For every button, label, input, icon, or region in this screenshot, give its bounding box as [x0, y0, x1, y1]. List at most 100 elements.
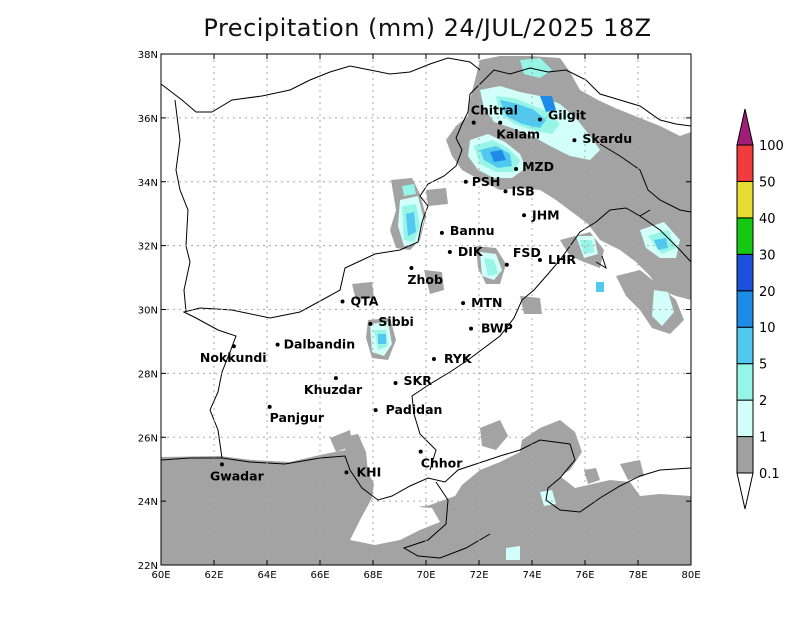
colorbar-label: 2 [759, 394, 767, 409]
city-marker [340, 299, 345, 304]
city-label: Zhob [407, 272, 443, 287]
colorbar-segment [736, 326, 754, 365]
city-marker [219, 462, 224, 467]
city-marker [344, 470, 349, 475]
y-tick-label: 26N [138, 433, 158, 444]
city-label: Padidan [386, 402, 443, 417]
city-label: ISB [512, 183, 535, 198]
colorbar-segment [736, 290, 754, 328]
city-label: Kalam [496, 127, 540, 142]
city-marker [409, 265, 414, 270]
colorbar-segment [736, 217, 754, 255]
y-tick-label: 38N [138, 50, 158, 61]
y-tick-label: 32N [138, 242, 158, 253]
colorbar-segment [736, 399, 754, 438]
x-tick-label: 74E [522, 570, 541, 581]
y-tick-label: 24N [138, 497, 158, 508]
colorbar-label: 0.1 [759, 467, 780, 482]
x-tick-label: 66E [310, 570, 329, 581]
colorbar-label: 10 [759, 321, 776, 336]
city-markers: Chitral Gilgit Kalam Skardu MZD PSH ISB JHM Bann… [200, 103, 632, 484]
colorbar-segment [736, 253, 754, 292]
colorbar: 0.1 1 2 5 10 20 30 40 50 100 [736, 108, 784, 510]
x-tick-label: 80E [681, 570, 700, 581]
colorbar-label: 30 [759, 248, 776, 263]
colorbar-label: 50 [759, 175, 776, 190]
city-label: Gilgit [548, 107, 586, 122]
x-tick-label: 64E [257, 570, 276, 581]
city-label: Nokkundi [200, 350, 267, 365]
x-tick-label: 78E [628, 570, 647, 581]
city-marker [504, 262, 509, 267]
y-tick-label: 28N [138, 369, 158, 380]
colorbar-segment [736, 363, 754, 401]
colorbar-segment [736, 144, 754, 182]
city-label: KHI [357, 464, 382, 479]
city-marker [418, 449, 423, 454]
city-marker [469, 326, 474, 331]
x-tick-label: 70E [416, 570, 435, 581]
x-tick-label: 60E [151, 570, 170, 581]
city-label: Khuzdar [304, 382, 363, 397]
city-label: MTN [471, 295, 502, 310]
city-label: PSH [472, 174, 501, 189]
colorbar-segment [736, 436, 754, 474]
city-marker [572, 138, 577, 143]
city-marker [537, 257, 542, 262]
city-label: RYK [444, 351, 473, 366]
x-axis-ticks: 60E 62E 64E 66E 68E 70E 72E 74E 76E 78E 80E [151, 54, 701, 581]
x-tick-label: 76E [575, 570, 594, 581]
colorbar-label: 1 [759, 431, 767, 446]
city-marker [431, 357, 436, 362]
colorbar-low-arrow [736, 472, 754, 510]
gridlines [161, 54, 691, 565]
y-tick-label: 22N [138, 561, 158, 572]
city-label: JHM [531, 207, 560, 222]
rain-5-10mm-areas [378, 100, 668, 344]
city-label: LHR [548, 252, 576, 267]
y-axis-ticks: 22N 24N 26N 28N 30N 32N 34N 36N 38N [138, 50, 691, 572]
rain-10-20mm-areas [490, 96, 556, 162]
city-label: Skardu [582, 131, 632, 146]
city-marker [231, 344, 236, 349]
x-tick-label: 72E [469, 570, 488, 581]
x-tick-label: 62E [204, 570, 223, 581]
precipitation-shading [161, 56, 691, 565]
country-borders [161, 57, 691, 559]
city-label: Sibbi [378, 314, 413, 329]
y-tick-label: 36N [138, 114, 158, 125]
city-label: Panjgur [270, 410, 325, 425]
city-marker [439, 230, 444, 235]
city-marker [267, 404, 272, 409]
city-marker [333, 376, 338, 381]
map-title: Precipitation (mm) 24/JUL/2025 18Z [203, 14, 652, 42]
city-marker [447, 250, 452, 255]
colorbar-high-arrow [736, 108, 754, 146]
city-label: DIK [458, 244, 484, 259]
colorbar-label: 40 [759, 212, 776, 227]
colorbar-label: 5 [759, 358, 767, 373]
x-tick-label: 68E [363, 570, 382, 581]
colorbar-segment [736, 180, 754, 219]
city-label: BWP [481, 321, 513, 336]
city-marker [368, 321, 373, 326]
colorbar-label: 100 [759, 139, 784, 154]
city-marker [393, 380, 398, 385]
city-label: QTA [351, 294, 379, 309]
city-label: SKR [404, 373, 433, 388]
city-marker [471, 120, 476, 125]
y-tick-label: 30N [138, 306, 158, 317]
colorbar-label: 20 [759, 285, 776, 300]
city-marker [537, 117, 542, 122]
city-label: Dalbandin [284, 337, 356, 352]
y-tick-label: 34N [138, 178, 158, 189]
city-label: Chitral [471, 103, 518, 118]
city-marker [461, 301, 466, 306]
city-label: MZD [522, 159, 554, 174]
city-label: FSD [513, 245, 541, 260]
city-marker [503, 189, 508, 194]
city-marker [275, 342, 280, 347]
city-label: Gwadar [210, 468, 265, 483]
